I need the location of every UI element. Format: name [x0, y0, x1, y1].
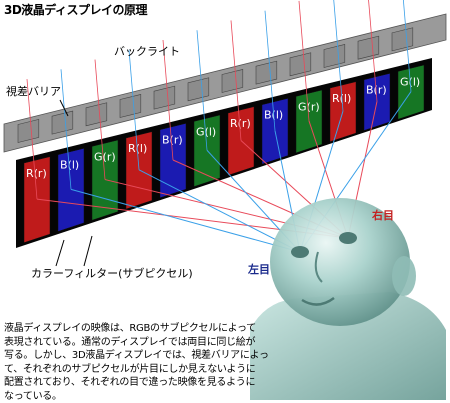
subpixel-label: B(r): [162, 134, 183, 147]
description-text: 液晶ディスプレイの映像は、RGBのサブピクセルによって 表現されている。通常のデ…: [4, 322, 304, 403]
ear-shape: [392, 256, 416, 296]
filter-leader-line: [56, 240, 64, 266]
backlight-label: バックライト: [114, 46, 180, 57]
parallax-barrier-label: 視差バリア: [6, 86, 61, 97]
description-line: て、それぞれのサブピクセルが片目にしか見えないように: [4, 363, 304, 377]
right-eye-label: 右目: [372, 210, 394, 221]
description-line: 配置されており、それぞれの目で違った映像を見るように: [4, 376, 304, 390]
subpixel-label: R(r): [230, 117, 251, 130]
left-eye-label: 左目: [248, 264, 270, 275]
subpixel-label: G(r): [298, 100, 320, 113]
description-line: 表現されている。通常のディスプレイでは両目に同じ絵が: [4, 336, 304, 350]
description-line: なっている。: [4, 390, 304, 403]
left-eye-socket: [291, 246, 309, 258]
subpixel-label: G(r): [94, 150, 116, 163]
right-eye-socket: [339, 232, 357, 244]
color-filter-label: カラーフィルター(サブピクセル): [31, 268, 193, 279]
description-line: 液晶ディスプレイの映像は、RGBのサブピクセルによって: [4, 322, 304, 336]
subpixel-label: R(r): [26, 167, 47, 180]
diagram-title: 3D液晶ディスプレイの原理: [4, 4, 147, 16]
description-line: 写る。しかし、3D液晶ディスプレイでは、視差バリアによっ: [4, 349, 304, 363]
filter-leader-line: [84, 236, 92, 266]
